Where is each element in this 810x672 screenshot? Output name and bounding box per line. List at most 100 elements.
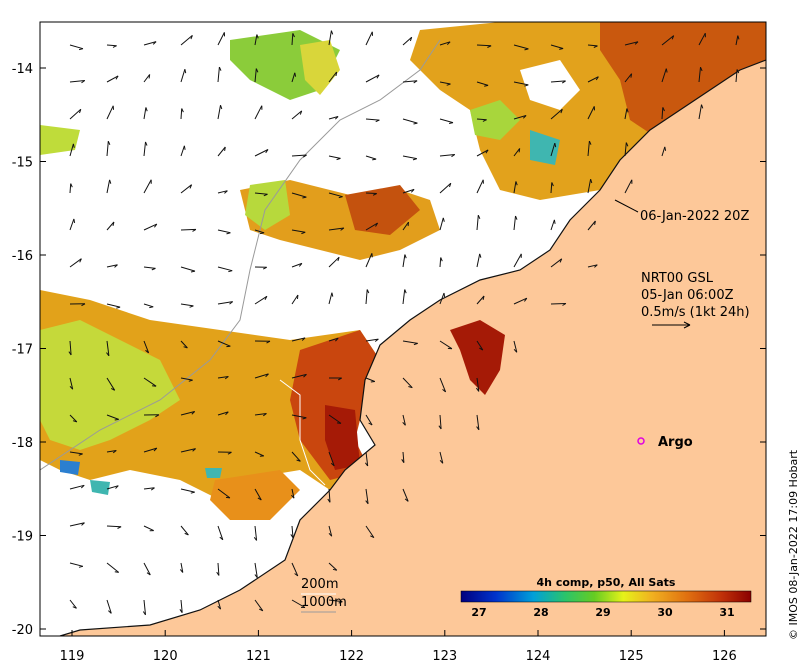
current-arrow-head bbox=[114, 571, 119, 573]
current-arrow bbox=[402, 414, 406, 426]
current-arrow-head bbox=[151, 267, 156, 271]
sst-patch-blue-dot bbox=[60, 460, 80, 475]
current-arrow-head bbox=[335, 71, 338, 76]
current-label-source: NRT00 GSL bbox=[641, 271, 714, 286]
current-arrow-head bbox=[559, 48, 564, 50]
current-arrow bbox=[365, 488, 369, 504]
annotation-date: 06-Jan-2022 20Z bbox=[640, 209, 749, 224]
current-arrow-head bbox=[413, 342, 418, 346]
current-arrow-head bbox=[337, 377, 342, 381]
current-arrow-head bbox=[303, 374, 307, 378]
current-arrow-head bbox=[225, 496, 230, 499]
current-arrow-head bbox=[224, 376, 229, 380]
current-arrow-head bbox=[68, 351, 72, 356]
lat-tick-label: -15 bbox=[12, 156, 33, 171]
current-arrow bbox=[513, 115, 527, 120]
lat-tick-label: -18 bbox=[12, 436, 33, 451]
current-arrow bbox=[69, 80, 85, 83]
current-arrow-head bbox=[440, 257, 443, 262]
current-arrow-head bbox=[443, 292, 446, 297]
current-arrow bbox=[143, 340, 150, 353]
current-arrow bbox=[698, 32, 706, 46]
current-arrow-head bbox=[264, 296, 268, 301]
current-arrow-head bbox=[410, 189, 415, 193]
current-arrow-head bbox=[404, 289, 407, 294]
current-arrow bbox=[106, 485, 119, 490]
lat-tick-label: -16 bbox=[12, 249, 33, 264]
current-arrow bbox=[328, 256, 340, 268]
lon-tick-label: 121 bbox=[246, 649, 271, 664]
current-arrow bbox=[365, 31, 373, 46]
current-arrow-head bbox=[80, 484, 85, 489]
current-arrow bbox=[143, 377, 157, 387]
current-arrow-head bbox=[257, 497, 262, 501]
current-arrow-head bbox=[266, 340, 271, 344]
current-arrow bbox=[402, 377, 413, 389]
current-arrow bbox=[328, 227, 344, 231]
current-arrow bbox=[217, 190, 228, 194]
current-arrow-head bbox=[263, 413, 267, 417]
current-arrow-head bbox=[81, 303, 86, 307]
current-arrow bbox=[365, 155, 377, 160]
current-arrow bbox=[291, 229, 306, 233]
current-arrow-head bbox=[115, 75, 119, 80]
current-arrow bbox=[439, 217, 444, 231]
current-arrow-head bbox=[448, 122, 454, 124]
current-arrow bbox=[476, 44, 492, 47]
current-arrow bbox=[69, 377, 74, 390]
current-arrow-head bbox=[192, 448, 196, 452]
current-arrow-head bbox=[404, 498, 409, 502]
lon-tick-label: 123 bbox=[432, 649, 457, 664]
current-arrow bbox=[180, 525, 189, 536]
colorbar-tick-label: 31 bbox=[719, 606, 734, 619]
current-arrow-head bbox=[560, 109, 563, 114]
current-arrow-head bbox=[148, 74, 151, 79]
current-arrow bbox=[291, 525, 294, 538]
current-arrow bbox=[550, 182, 553, 194]
contour-label-1000m: 1000m bbox=[301, 595, 347, 610]
current-arrow-head bbox=[258, 608, 264, 612]
current-arrow bbox=[254, 599, 264, 612]
current-arrow bbox=[254, 149, 269, 157]
current-arrow-head bbox=[265, 373, 269, 378]
current-arrow bbox=[365, 289, 368, 305]
current-arrow-head bbox=[625, 142, 629, 147]
current-arrow bbox=[291, 294, 299, 305]
lon-tick-label: 122 bbox=[339, 649, 364, 664]
current-arrow-head bbox=[302, 196, 307, 199]
current-arrow-head bbox=[145, 141, 148, 146]
current-arrow-head bbox=[524, 84, 529, 87]
current-arrow bbox=[291, 337, 306, 342]
current-arrow bbox=[254, 488, 262, 501]
current-arrow bbox=[254, 373, 269, 379]
current-arrow bbox=[180, 448, 196, 453]
current-arrow bbox=[291, 414, 307, 419]
current-arrow-head bbox=[108, 610, 112, 614]
current-arrow bbox=[217, 525, 224, 540]
current-arrow bbox=[661, 68, 667, 83]
current-arrow-head bbox=[368, 422, 373, 426]
sst-layer bbox=[40, 22, 766, 636]
current-arrow-head bbox=[298, 263, 303, 267]
current-arrow-head bbox=[561, 80, 566, 84]
current-arrow-head bbox=[626, 108, 629, 113]
lon-tick-label: 126 bbox=[712, 649, 737, 664]
colorbar-tick-label: 30 bbox=[657, 606, 673, 619]
current-arrow bbox=[402, 80, 418, 83]
current-arrow-head bbox=[189, 305, 194, 308]
current-arrow-head bbox=[701, 104, 704, 109]
current-arrow bbox=[365, 253, 373, 268]
current-arrow bbox=[476, 295, 485, 305]
sst-patch-mid-hot bbox=[345, 185, 420, 235]
contour-1000m bbox=[40, 39, 441, 471]
current-arrow-head bbox=[179, 569, 184, 573]
current-arrow bbox=[180, 266, 196, 272]
current-arrow bbox=[69, 108, 82, 120]
current-arrow-head bbox=[78, 48, 84, 51]
current-arrow bbox=[661, 107, 664, 120]
sst-patch-ne-cyan bbox=[530, 130, 560, 165]
current-arrow bbox=[402, 188, 415, 194]
current-arrow-head bbox=[408, 386, 413, 389]
current-arrow-head bbox=[327, 498, 331, 503]
current-arrow bbox=[439, 414, 442, 430]
